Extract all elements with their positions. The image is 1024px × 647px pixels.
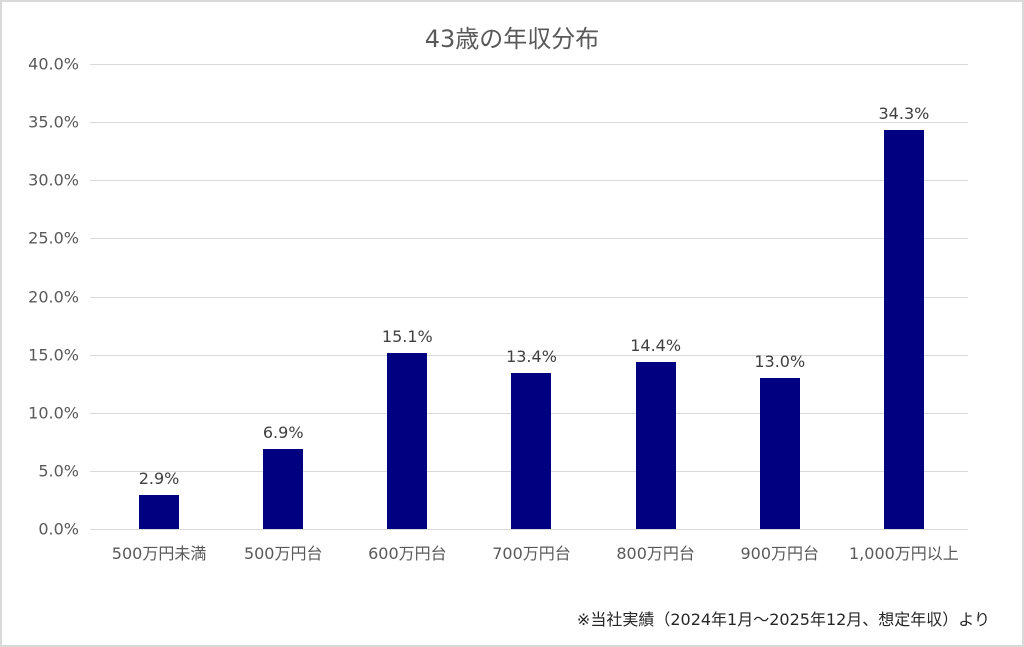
y-axis-tick-label: 35.0%	[28, 112, 79, 132]
x-axis-category-label: 800万円台	[616, 544, 695, 563]
gridline	[90, 355, 968, 356]
bar-800万円台	[635, 361, 676, 529]
bar-500万円台	[263, 448, 304, 529]
x-axis-category-label: 900万円台	[740, 544, 820, 563]
y-axis-tick-label: 15.0%	[28, 345, 79, 365]
chart-title: 43歳の年収分布	[424, 25, 600, 53]
source-note: ※当社実績（2024年1月～2025年12月、想定年収）より	[576, 610, 990, 629]
x-axis-category-label: 1,000万円以上	[849, 544, 959, 563]
gridline	[90, 122, 968, 123]
bar-value-label: 6.9%	[262, 422, 304, 442]
bar-1,000万円以上	[883, 130, 924, 529]
y-axis-tick-label: 5.0%	[38, 461, 79, 481]
bar-slot: 34.3%	[842, 64, 966, 529]
bar-value-label: 13.4%	[506, 347, 557, 367]
bar-900万円台	[759, 377, 800, 529]
bar-value-label: 34.3%	[878, 104, 930, 124]
gridline	[90, 529, 968, 530]
bar-value-label: 15.1%	[381, 327, 433, 347]
y-axis-tick-label: 30.0%	[28, 170, 79, 190]
bar-slot: 13.4%	[469, 64, 593, 529]
bar-slot: 15.1%	[345, 64, 469, 529]
bar-value-label: 2.9%	[138, 469, 180, 489]
bar-slot: 2.9%	[97, 64, 221, 529]
bars: 2.9% 6.9% 15.1% 13.4% 14.4% 13.0% 34.3%	[97, 64, 966, 529]
bar-slot: 6.9%	[221, 64, 345, 529]
x-axis-category-label: 700万円台	[492, 544, 571, 563]
gridline	[90, 180, 968, 181]
bar-value-label: 14.4%	[630, 335, 682, 355]
bar-slot: 14.4%	[594, 64, 718, 529]
bar-slot: 13.0%	[718, 64, 842, 529]
gridline	[90, 238, 968, 239]
bar-700万円台	[511, 373, 552, 529]
y-axis-tick-label: 10.0%	[28, 403, 79, 423]
y-axis-tick-label: 40.0%	[28, 54, 79, 74]
gridline	[90, 64, 968, 65]
x-axis-category-label: 500万円台	[243, 544, 323, 563]
y-axis-tick-label: 0.0%	[38, 519, 79, 539]
bar-600万円台	[387, 353, 428, 529]
x-axis-category-label: 500万円未満	[111, 544, 207, 563]
y-axis-tick-label: 25.0%	[28, 228, 79, 248]
x-axis-labels: 500万円未満 500万円台 600万円台 700万円台 800万円台 900万円台 1,0…	[97, 540, 966, 564]
bar-value-label: 13.0%	[754, 351, 806, 371]
gridline	[90, 297, 968, 298]
x-axis-category-label: 600万円台	[368, 544, 447, 563]
y-axis-tick-label: 20.0%	[28, 287, 79, 307]
bar-500万円未満	[139, 495, 180, 529]
